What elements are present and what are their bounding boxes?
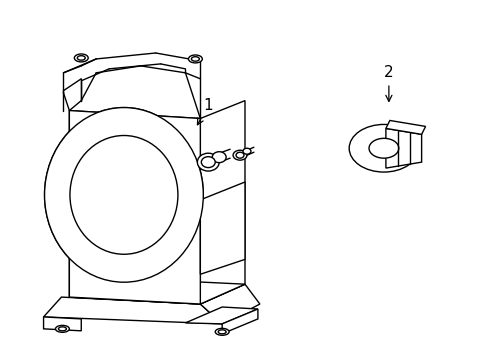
Ellipse shape bbox=[368, 138, 398, 158]
Polygon shape bbox=[200, 182, 244, 274]
Polygon shape bbox=[43, 317, 81, 331]
Ellipse shape bbox=[233, 150, 246, 160]
Polygon shape bbox=[222, 309, 257, 334]
Ellipse shape bbox=[59, 327, 66, 331]
Ellipse shape bbox=[212, 152, 225, 163]
Ellipse shape bbox=[218, 330, 225, 334]
Polygon shape bbox=[69, 111, 200, 304]
Ellipse shape bbox=[74, 54, 88, 62]
Polygon shape bbox=[69, 277, 244, 304]
Polygon shape bbox=[385, 129, 421, 168]
Ellipse shape bbox=[197, 153, 219, 171]
Ellipse shape bbox=[215, 328, 229, 335]
Ellipse shape bbox=[243, 148, 250, 154]
Ellipse shape bbox=[348, 125, 418, 172]
Polygon shape bbox=[69, 111, 200, 304]
Ellipse shape bbox=[44, 108, 203, 282]
Ellipse shape bbox=[188, 55, 202, 63]
Polygon shape bbox=[200, 100, 244, 304]
Polygon shape bbox=[200, 284, 259, 324]
Polygon shape bbox=[385, 121, 425, 134]
Ellipse shape bbox=[201, 157, 215, 168]
Ellipse shape bbox=[70, 135, 178, 254]
Ellipse shape bbox=[70, 135, 178, 254]
Text: 1: 1 bbox=[197, 98, 213, 125]
Ellipse shape bbox=[191, 57, 199, 61]
Polygon shape bbox=[43, 297, 222, 324]
Text: 2: 2 bbox=[383, 65, 393, 102]
Polygon shape bbox=[185, 307, 257, 324]
Ellipse shape bbox=[44, 108, 203, 282]
Ellipse shape bbox=[55, 325, 69, 332]
Ellipse shape bbox=[77, 56, 85, 60]
Ellipse shape bbox=[236, 152, 244, 158]
